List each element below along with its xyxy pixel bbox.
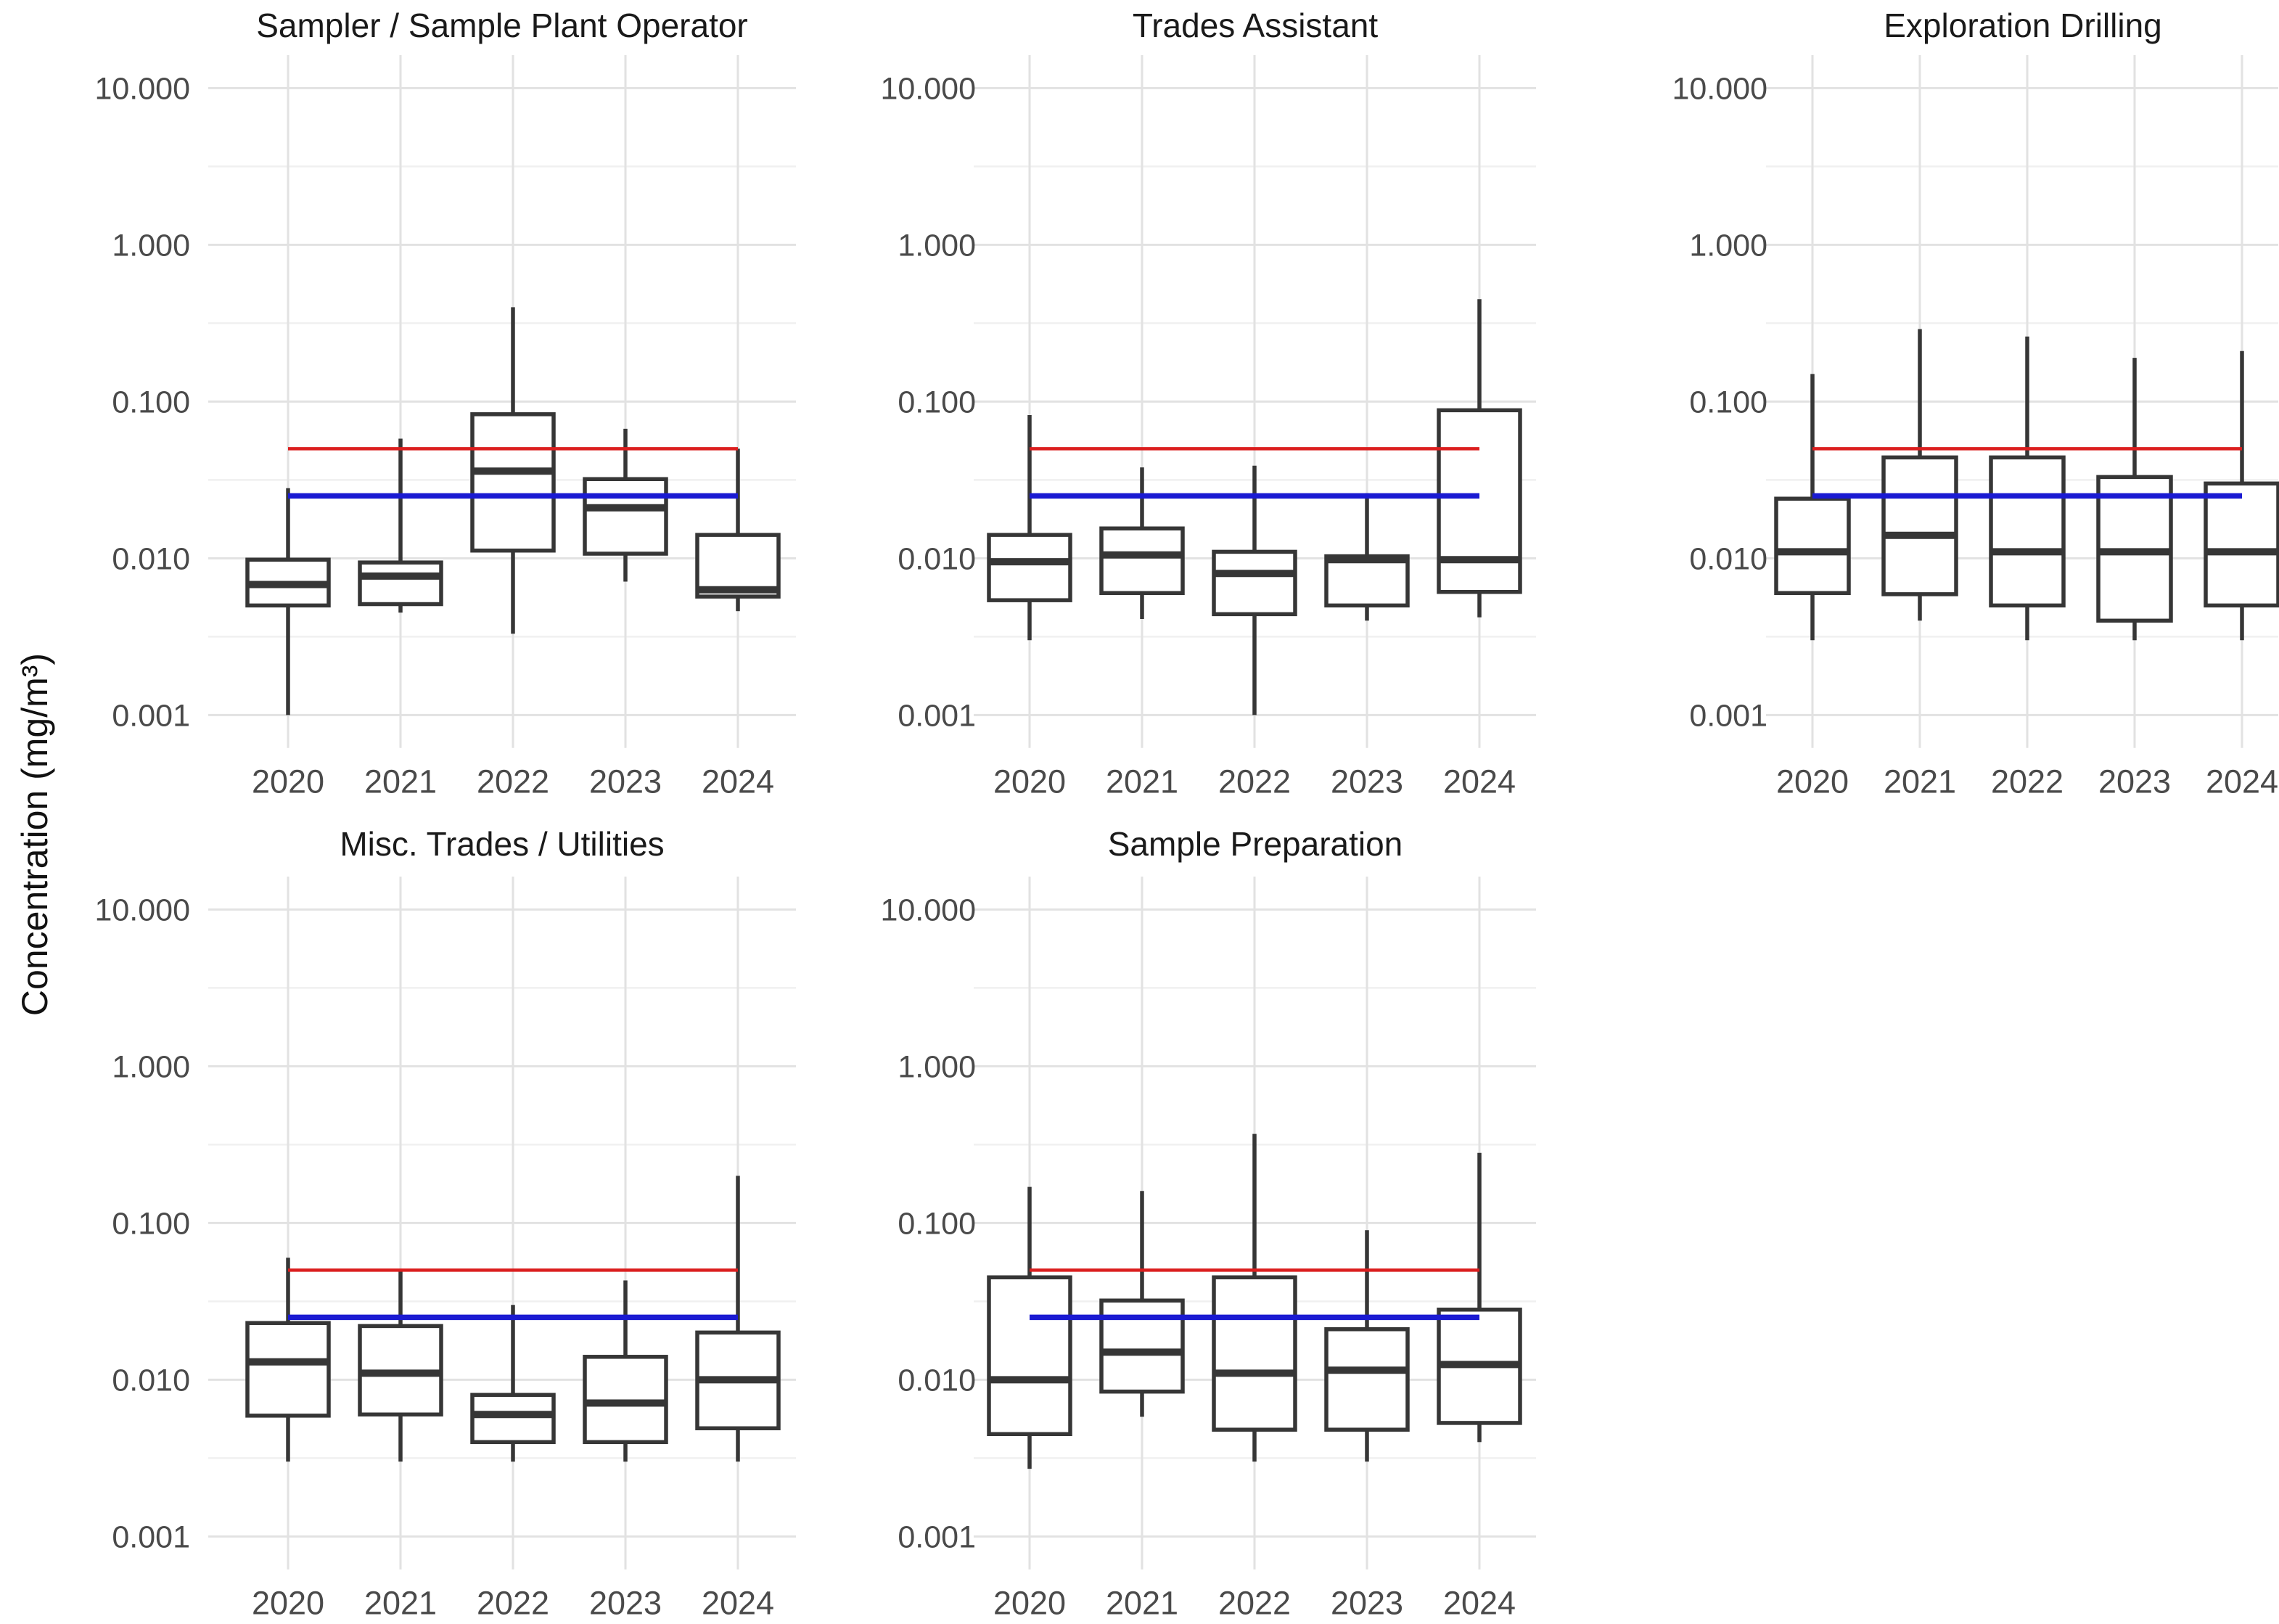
y-tick-label: 1.000 [898,1049,976,1084]
x-tick-label: 2023 [589,763,662,800]
x-tick-label: 2023 [1331,763,1403,800]
x-tick-label: 2020 [252,1585,324,1622]
x-tick-label: 2021 [1106,763,1178,800]
facet-title-sample-preparation: Sample Preparation [1107,825,1403,863]
y-tick-label: 0.010 [1689,541,1767,576]
y-tick-label: 0.001 [898,1520,976,1554]
x-tick-label: 2020 [993,763,1066,800]
y-tick-label: 10.000 [880,893,976,927]
box-iqr [470,1393,556,1445]
box-iqr [1099,1298,1185,1394]
x-tick-label: 2022 [477,1585,549,1622]
y-tick-label: 10.000 [94,71,190,106]
box-iqr [1212,1275,1297,1432]
box-iqr [1099,526,1185,596]
facet-title-trades-assistant: Trades Assistant [1132,7,1379,44]
x-tick-label: 2022 [1218,1585,1291,1622]
y-tick-label: 0.010 [898,1363,976,1398]
box-iqr [1324,1327,1410,1432]
y-tick-label: 0.010 [112,541,190,576]
box-iqr [1324,554,1410,608]
x-tick-label: 2021 [1106,1585,1178,1622]
x-tick-label: 2020 [252,763,324,800]
x-tick-label: 2023 [589,1585,662,1622]
box-iqr [1989,455,2066,608]
y-tick-label: 0.010 [112,1363,190,1398]
y-tick-label: 1.000 [112,228,190,263]
x-tick-label: 2024 [1443,1585,1516,1622]
x-tick-label: 2024 [1443,763,1516,800]
x-tick-label: 2023 [1331,1585,1403,1622]
y-tick-label: 0.100 [112,385,190,419]
x-tick-label: 2024 [2206,763,2278,800]
box-iqr [987,533,1072,602]
y-tick-label: 0.100 [898,1206,976,1241]
x-tick-label: 2021 [364,1585,437,1622]
box-iqr [987,1275,1072,1437]
y-tick-label: 0.001 [112,1520,190,1554]
box-iqr [1212,549,1297,617]
x-tick-label: 2021 [364,763,437,800]
y-tick-label: 0.100 [112,1206,190,1241]
y-tick-label: 1.000 [112,1049,190,1084]
box-iqr [1437,408,1522,594]
y-tick-label: 10.000 [94,893,190,927]
x-tick-label: 2020 [1776,763,1849,800]
x-tick-label: 2022 [1991,763,2064,800]
facet-title-exploration-drilling: Exploration Drilling [1884,7,2162,44]
y-tick-label: 1.000 [1689,228,1767,263]
x-tick-label: 2020 [993,1585,1066,1622]
x-tick-label: 2024 [702,763,774,800]
box-iqr [583,477,668,556]
x-tick-label: 2022 [477,763,549,800]
y-tick-label: 0.100 [1689,385,1767,419]
y-tick-label: 10.000 [1672,71,1767,106]
x-tick-label: 2022 [1218,763,1291,800]
box-iqr [1774,496,1851,596]
facet-title-sampler-sample-plant-operator: Sampler / Sample Plant Operator [256,7,748,44]
y-tick-label: 0.010 [898,541,976,576]
y-tick-label: 1.000 [898,228,976,263]
box-iqr [470,412,556,553]
x-tick-label: 2021 [1884,763,1956,800]
y-tick-label: 10.000 [880,71,976,106]
box-iqr [358,560,443,607]
box-iqr [1881,455,1958,596]
y-tick-label: 0.001 [112,698,190,733]
x-tick-label: 2024 [702,1585,774,1622]
facet-title-misc-trades-utilities: Misc. Trades / Utilities [340,825,665,863]
box-iqr [245,1321,331,1418]
y-tick-label: 0.100 [898,385,976,419]
y-tick-label: 0.001 [1689,698,1767,733]
y-tick-label: 0.001 [898,698,976,733]
box-iqr [2204,481,2279,608]
x-tick-label: 2023 [2098,763,2171,800]
